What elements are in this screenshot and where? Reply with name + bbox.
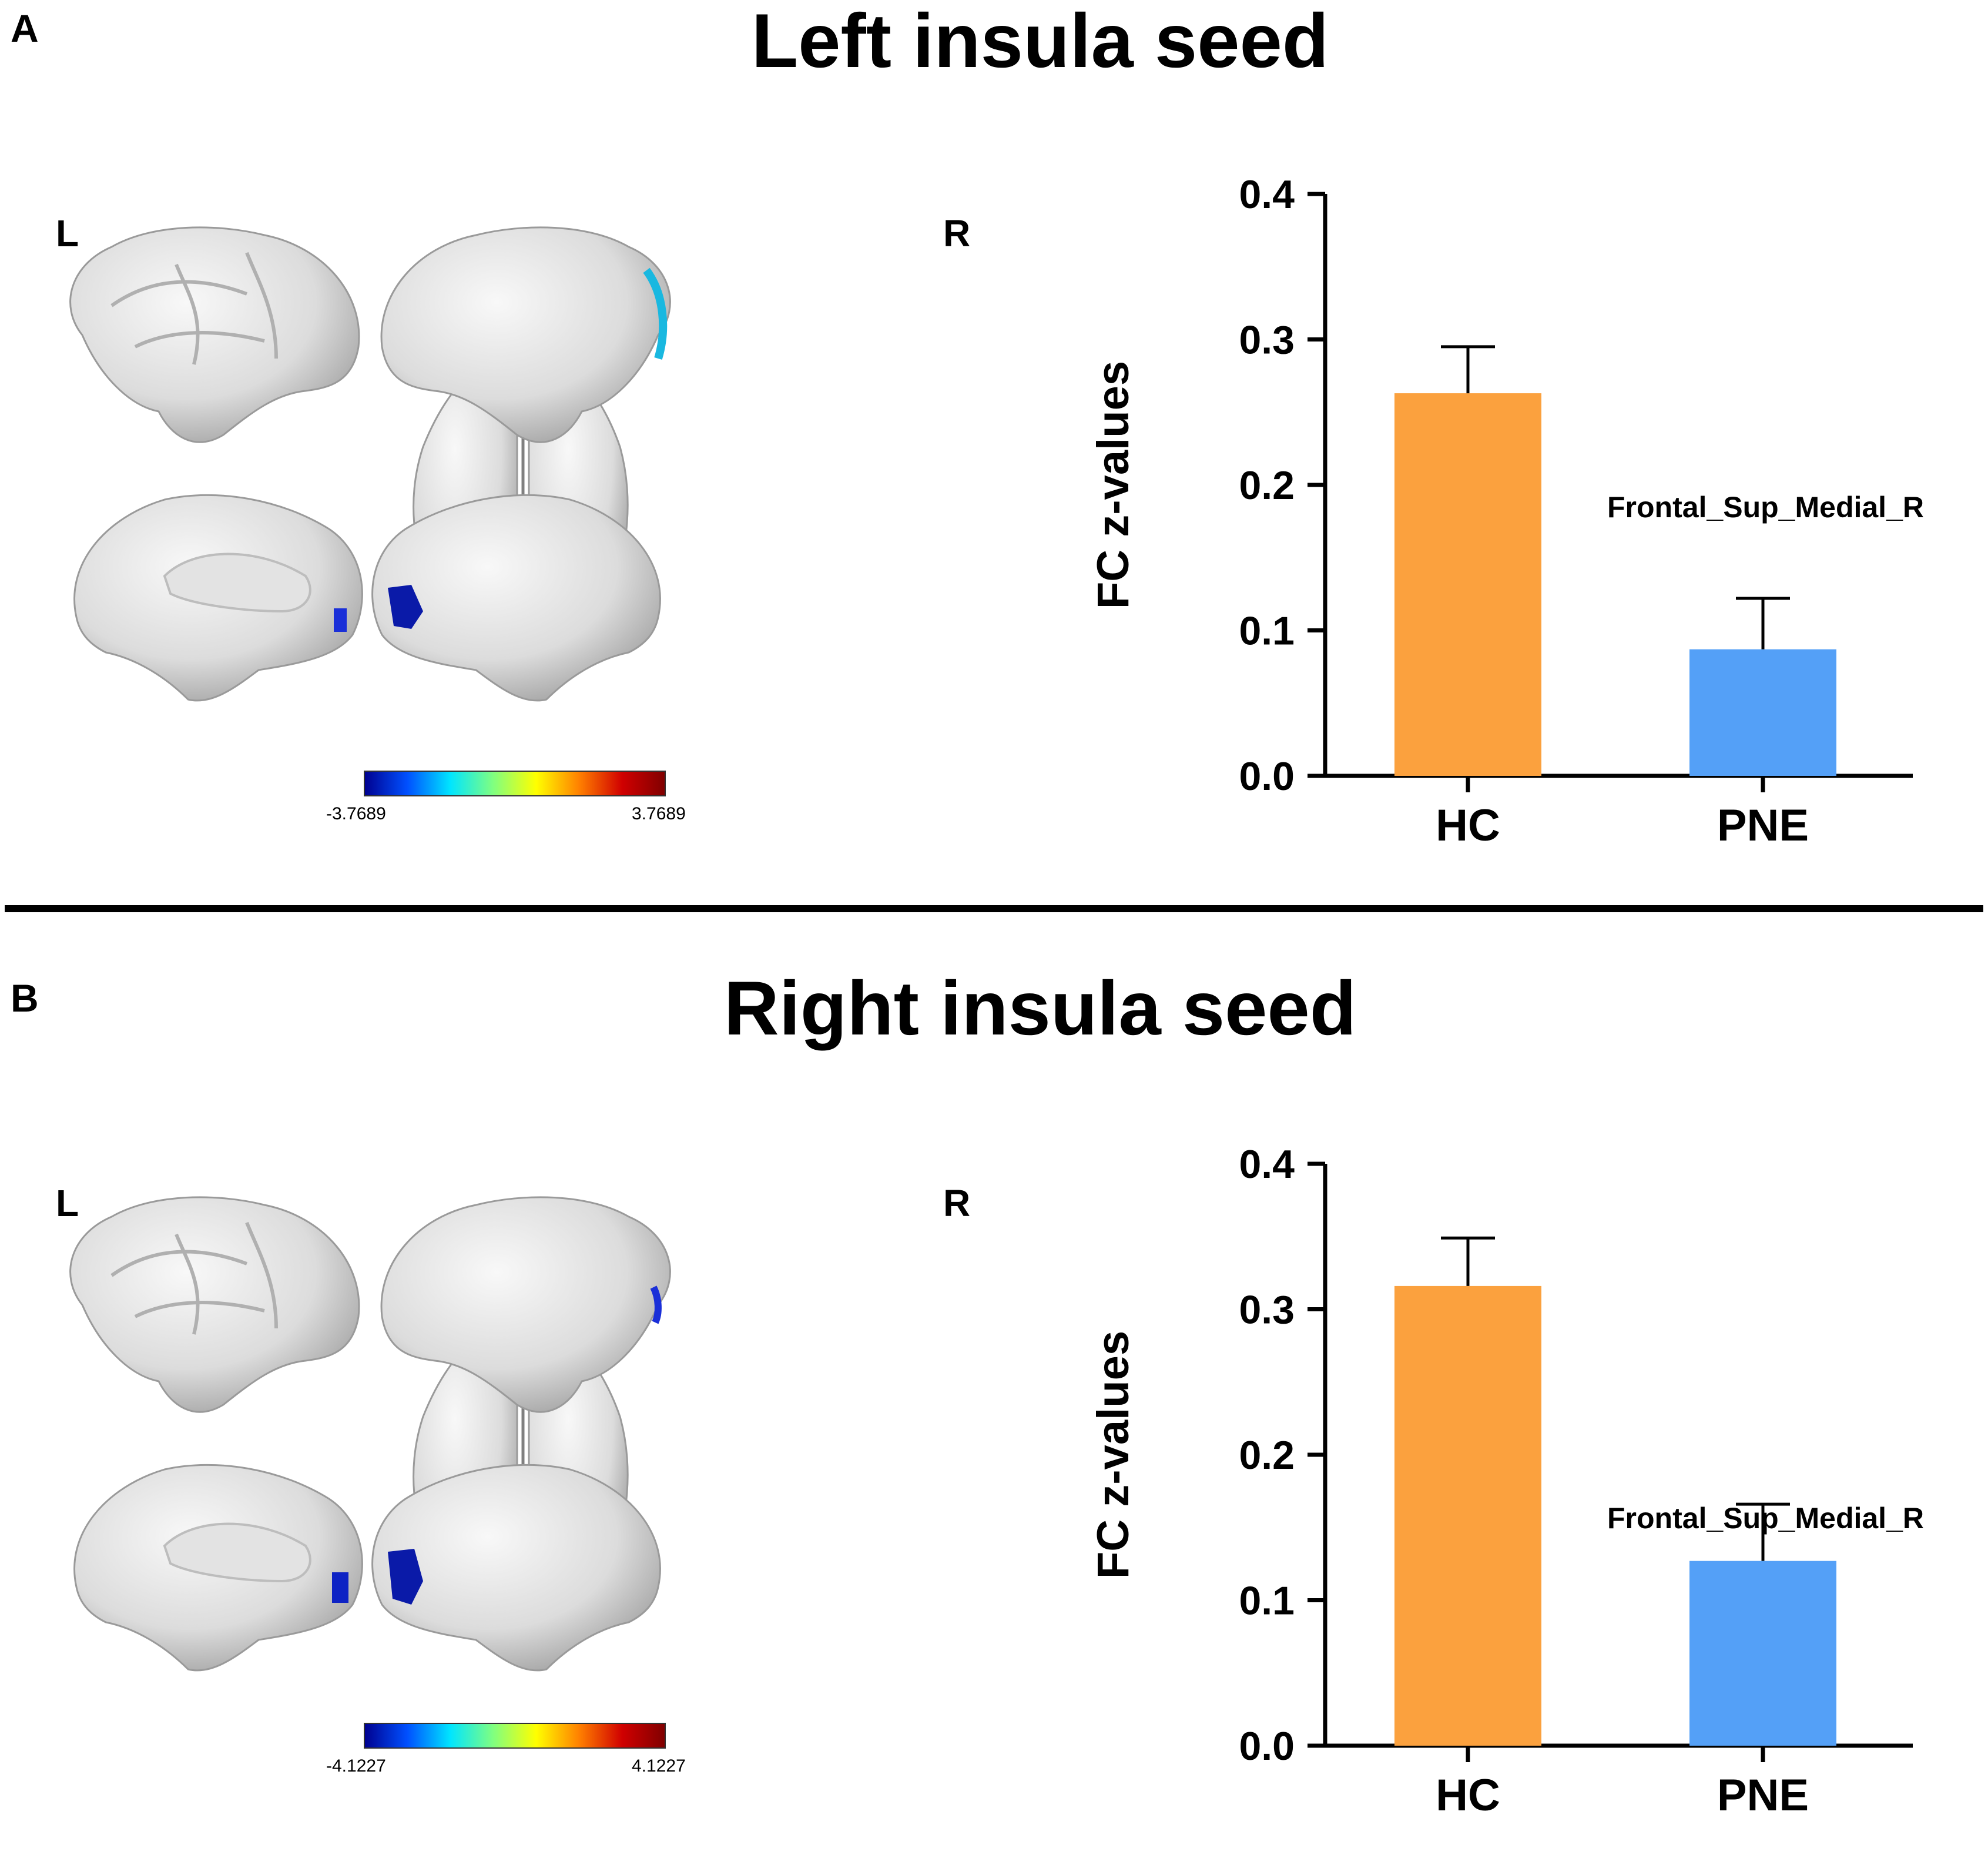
brain-right-medial [371,1464,661,1672]
brain-left-lateral [69,226,360,443]
y-tick-label: 0.0 [1239,1724,1295,1769]
panel-title: Right insula seed [723,965,1357,1051]
y-tick-label: 0.1 [1239,1579,1295,1623]
activation-spot [388,1549,423,1605]
y-tick-label: 0.2 [1239,1433,1295,1478]
y-tick-label: 0.1 [1239,609,1295,654]
colorbar [364,771,666,796]
panel-letter: A [11,6,39,50]
colorbar-min-label: -3.7689 [326,804,386,823]
bar-chart: 0.0 0.1 0.2 0.3 0.4 FC z-values HC PNE Frontal_S… [1088,172,1924,851]
hemisphere-label-left: L [56,212,79,255]
colorbar-min-label: -4.1227 [326,1756,386,1776]
region-annotation: Frontal_Sup_Medial_R [1607,1502,1924,1535]
bar-pne [1689,1561,1836,1746]
brain-left-lateral [69,1196,360,1413]
x-tick-label: HC [1436,801,1500,851]
panel-b: B Right insula seed [0,970,1988,1875]
y-tick-label: 0.3 [1239,318,1295,363]
hemisphere-label-right: R [943,1182,971,1224]
bar-hc [1394,393,1541,776]
x-tick-label: PNE [1717,1770,1809,1820]
hemisphere-label-right: R [943,212,971,255]
panel-a: A Left insula seed [0,0,1988,905]
activation-spot [388,585,423,629]
x-tick-label: PNE [1717,801,1809,851]
hemisphere-label-left: L [56,1182,79,1224]
activation-spot [650,1285,662,1324]
region-annotation: Frontal_Sup_Medial_R [1607,491,1924,524]
panel-letter: B [11,976,39,1020]
bar-chart: 0.0 0.1 0.2 0.3 0.4 FC z-values HC PNE Frontal_S… [1088,1142,1924,1820]
y-axis-label: FC z-values [1088,1331,1138,1579]
y-tick-label: 0.4 [1239,172,1295,217]
brain-right-lateral [380,226,671,443]
y-tick-label: 0.2 [1239,463,1295,508]
brain-right-lateral [380,1196,671,1413]
panel-title: Left insula seed [751,0,1329,83]
y-tick-label: 0.4 [1239,1142,1295,1187]
bar-hc [1394,1285,1541,1746]
bar-pne [1689,649,1836,776]
brain-surface-renderings [69,226,671,796]
colorbar [364,1723,666,1749]
brain-left-medial [73,494,363,702]
colorbar-max-label: 4.1227 [632,1756,686,1776]
activation-spot [332,1572,348,1603]
brain-surface-renderings [69,1196,671,1749]
x-tick-label: HC [1436,1770,1500,1820]
colorbar-max-label: 3.7689 [632,804,686,823]
y-axis-label: FC z-values [1088,361,1138,609]
panel-divider [5,905,1983,912]
brain-right-medial [371,494,661,702]
y-tick-label: 0.0 [1239,754,1295,799]
activation-spot [643,267,668,360]
brain-left-medial [73,1464,363,1672]
activation-spot [334,608,347,632]
y-tick-label: 0.3 [1239,1288,1295,1332]
